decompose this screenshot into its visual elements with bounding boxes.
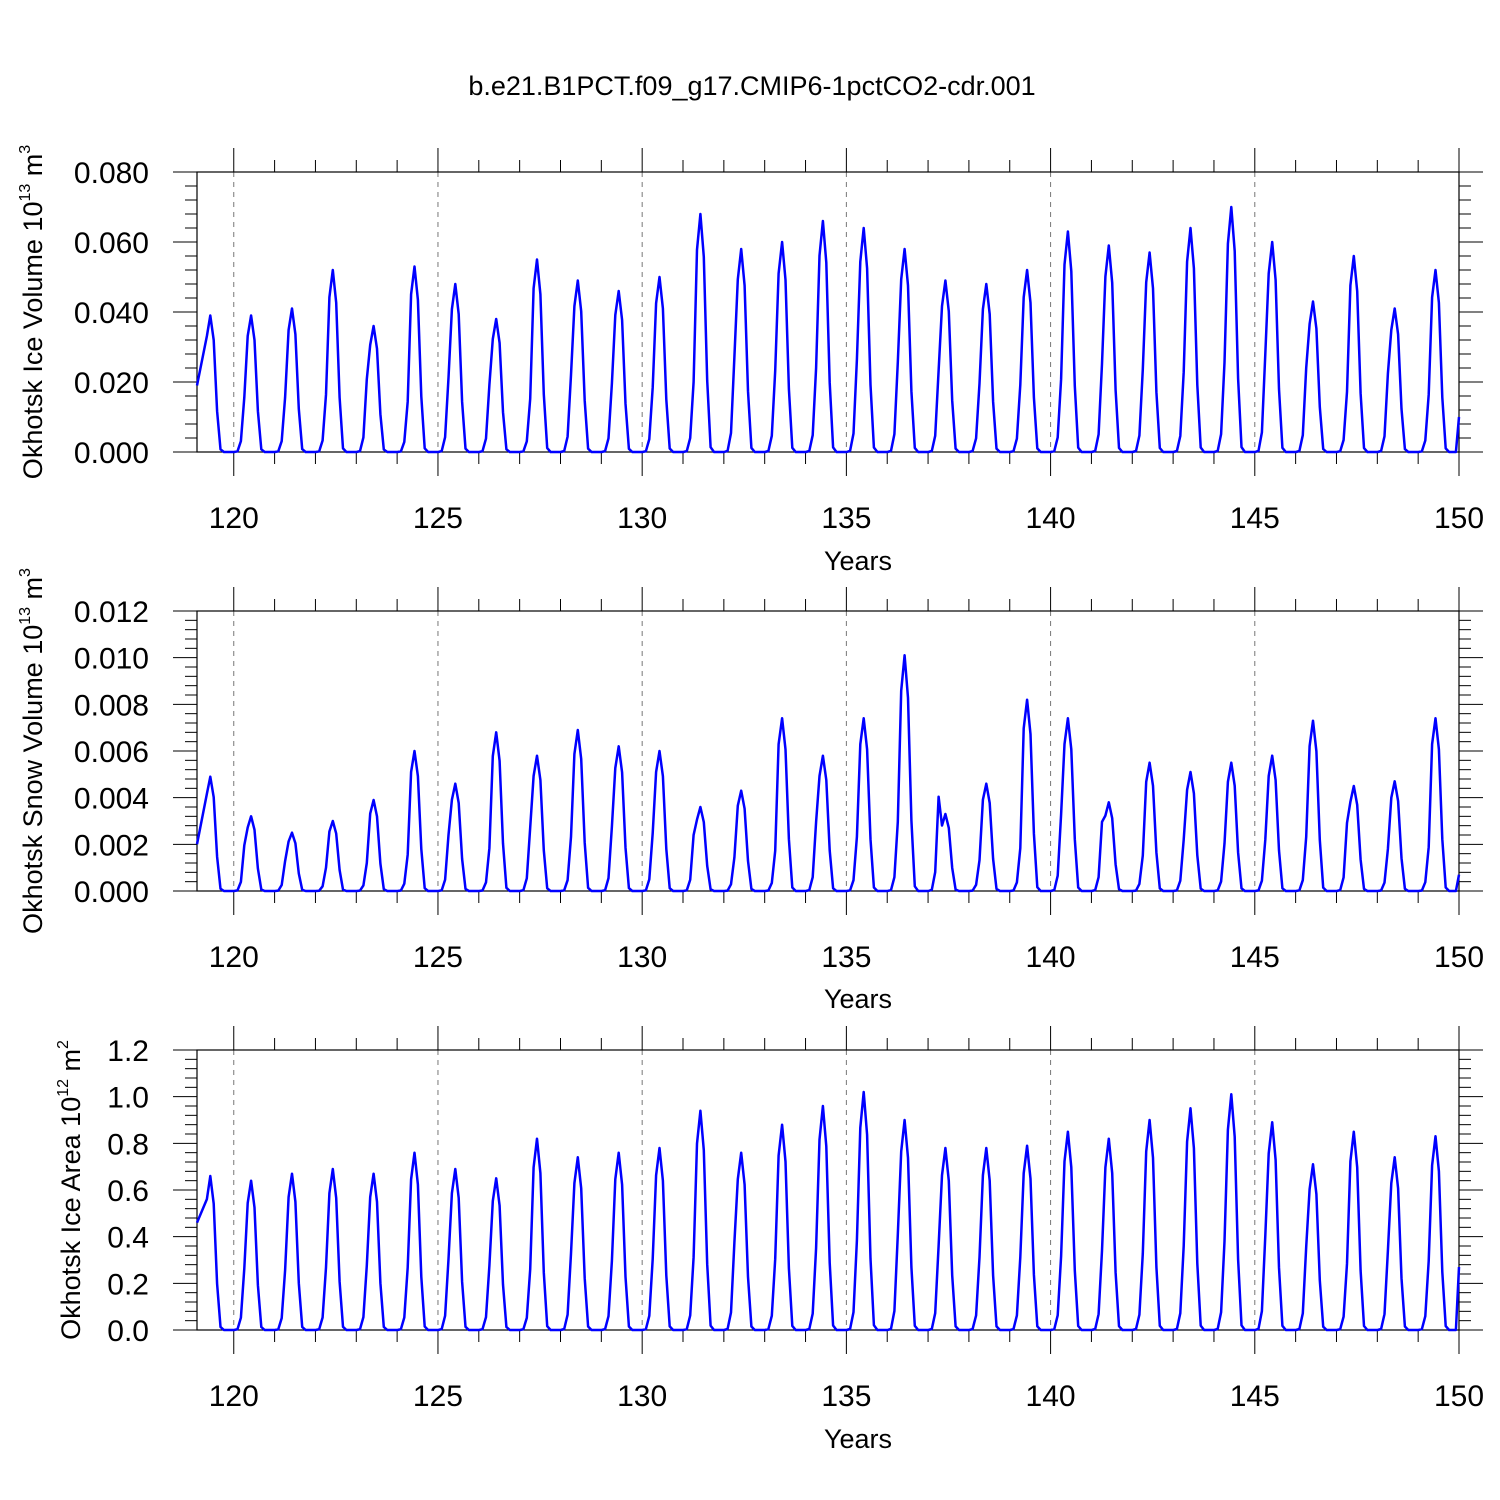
y-tick-label: 1.2 [107,1035,149,1068]
x-tick-label: 135 [821,502,871,535]
y-tick-label: 0.020 [74,367,149,400]
panel-snow-volume: 120 125 130 135 140 145 150 0.000 0.002 0.004 0.00… [17,568,1484,1014]
x-tick-label: 145 [1230,1380,1280,1413]
y-tick-label: 0.060 [74,227,149,260]
y-tick-label: 0.080 [74,157,149,190]
x-tick-label: 140 [1026,502,1076,535]
x-tick-label: 120 [209,502,259,535]
panel-ice-volume: 120 125 130 135 140 145 150 0.000 0.020 0.040 0.06… [17,145,1484,576]
y-tick-label: 0.010 [74,643,149,676]
ice-area-line [195,1090,1461,1332]
y-tick-label: 0.4 [107,1222,149,1255]
y-tick-label: 0.000 [74,876,149,909]
x-tick-label: 145 [1230,941,1280,974]
x-tick-label: 150 [1434,502,1484,535]
y-tick-label: 0.6 [107,1175,149,1208]
x-tick-label: 150 [1434,1380,1484,1413]
x-axis-label: Years [824,1424,892,1454]
y-tick-label: 0.000 [74,437,149,470]
y-tick-label: 1.0 [107,1082,149,1115]
x-tick-label: 125 [413,1380,463,1413]
x-tick-label: 130 [617,502,667,535]
y-tick-label: 0.002 [74,829,149,862]
y-tick-label: 0.012 [74,596,149,629]
y-tick-label: 0.0 [107,1315,149,1348]
panel-ice-area: 120 125 130 135 140 145 150 0.0 0.2 0.4 0.6 0.8 1.0 1… [55,1026,1484,1454]
y-axis-label: Okhotsk Snow Volume 1013 m3 [17,568,48,934]
x-tick-label: 125 [413,502,463,535]
ice-volume-line [195,205,1461,454]
x-tick-label: 120 [209,1380,259,1413]
x-axis-label: Years [824,546,892,576]
y-tick-label: 0.2 [107,1268,149,1301]
x-tick-label: 135 [821,1380,871,1413]
figure-title: b.e21.B1PCT.f09_g17.CMIP6-1pctCO2-cdr.00… [468,71,1035,101]
x-tick-label: 135 [821,941,871,974]
y-tick-label: 0.040 [74,297,149,330]
x-tick-label: 125 [413,941,463,974]
y-axis-label: Okhotsk Ice Volume 1013 m3 [17,145,48,479]
snow-volume-line [195,654,1461,893]
y-tick-label: 0.004 [74,783,149,816]
y-axis-label: Okhotsk Ice Area 1012 m2 [55,1040,86,1340]
y-tick-label: 0.006 [74,736,149,769]
x-tick-label: 130 [617,941,667,974]
y-tick-label: 0.008 [74,689,149,722]
x-tick-label: 120 [209,941,259,974]
plot-frame [196,610,1460,892]
x-tick-label: 140 [1026,941,1076,974]
x-tick-label: 130 [617,1380,667,1413]
x-tick-label: 150 [1434,941,1484,974]
x-axis-label: Years [824,984,892,1014]
x-tick-label: 145 [1230,502,1280,535]
y-tick-label: 0.8 [107,1128,149,1161]
x-tick-label: 140 [1026,1380,1076,1413]
